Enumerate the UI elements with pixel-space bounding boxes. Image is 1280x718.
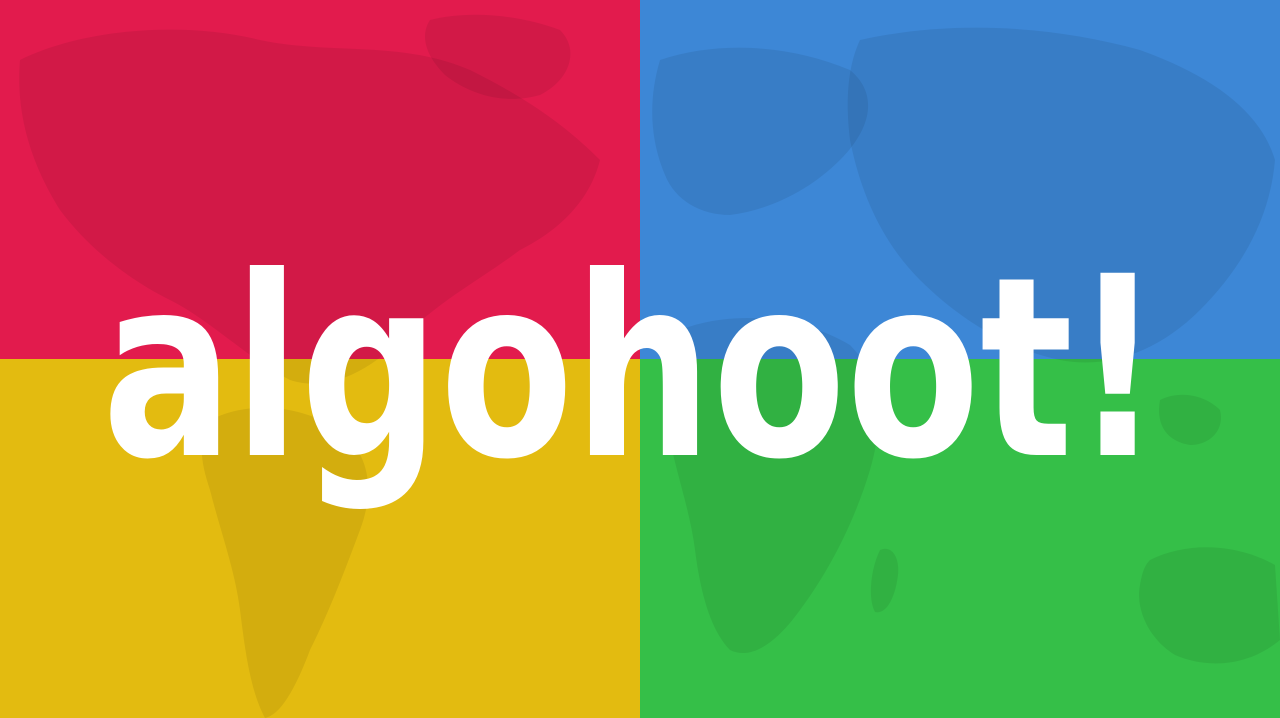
blue-quadrant [640,0,1280,359]
islands-shape [1159,394,1221,445]
europe-shape [652,47,869,215]
logo-text: algohoot! [102,223,1162,514]
red-quadrant [0,0,640,359]
africa-shape [664,318,879,654]
madagascar-shape [870,548,899,613]
australia-shape [1139,547,1280,664]
greenland-shape [425,14,571,99]
asia-shape [847,27,1275,363]
yellow-quadrant [0,359,640,718]
green-quadrant [640,359,1280,718]
south-america-shape [201,407,369,718]
north-america-shape [19,29,600,384]
